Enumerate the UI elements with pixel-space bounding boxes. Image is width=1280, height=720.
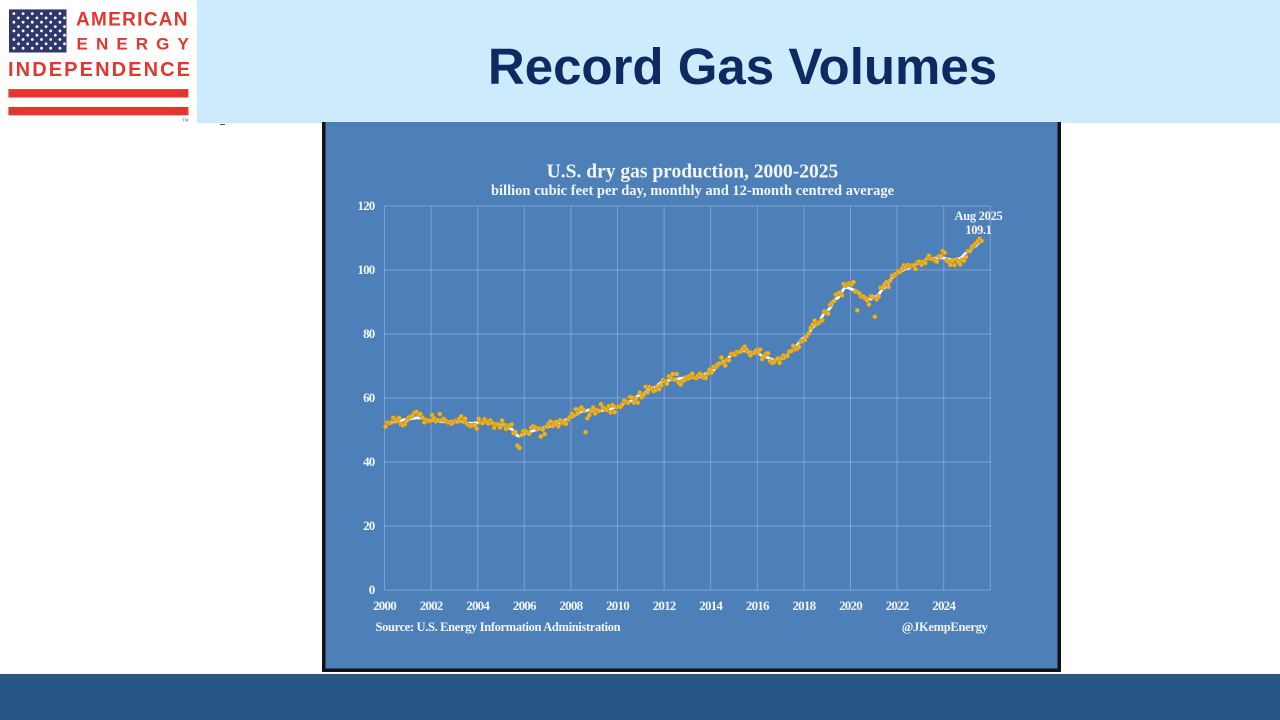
svg-text:2016: 2016 bbox=[745, 598, 769, 613]
svg-text:20: 20 bbox=[363, 518, 375, 533]
svg-text:120: 120 bbox=[357, 198, 374, 213]
svg-text:@JKempEnergy: @JKempEnergy bbox=[901, 620, 988, 634]
svg-text:Aug 2025: Aug 2025 bbox=[954, 209, 1002, 223]
svg-text:2014: 2014 bbox=[699, 598, 723, 613]
svg-text:100: 100 bbox=[357, 262, 374, 277]
svg-text:40: 40 bbox=[363, 454, 375, 469]
svg-text:80: 80 bbox=[363, 326, 375, 341]
svg-text:TM: TM bbox=[182, 118, 189, 123]
svg-text:AMERICAN: AMERICAN bbox=[76, 10, 189, 31]
svg-text:billion cubic feet per day, mo: billion cubic feet per day, monthly and … bbox=[490, 183, 894, 199]
svg-text:2002: 2002 bbox=[419, 598, 442, 613]
svg-text:109.1: 109.1 bbox=[965, 223, 991, 237]
svg-text:2008: 2008 bbox=[559, 598, 583, 613]
svg-text:U.S. dry gas production, 2000-: U.S. dry gas production, 2000-2025 bbox=[546, 162, 838, 183]
svg-text:ENERGY: ENERGY bbox=[77, 35, 197, 54]
svg-text:2006: 2006 bbox=[512, 598, 536, 613]
svg-text:Source: U.S. Energy Informatio: Source: U.S. Energy Information Administ… bbox=[375, 620, 620, 634]
svg-text:60: 60 bbox=[363, 390, 375, 405]
svg-text:2020: 2020 bbox=[839, 598, 862, 613]
svg-text:0: 0 bbox=[368, 582, 374, 597]
svg-text:2018: 2018 bbox=[792, 598, 816, 613]
svg-text:2022: 2022 bbox=[885, 598, 908, 613]
svg-text:2012: 2012 bbox=[652, 598, 675, 613]
svg-text:2000: 2000 bbox=[373, 598, 396, 613]
svg-text:2024: 2024 bbox=[932, 598, 956, 613]
svg-text:2010: 2010 bbox=[606, 598, 629, 613]
svg-text:INDEPENDENCE: INDEPENDENCE bbox=[8, 59, 192, 81]
svg-text:2004: 2004 bbox=[466, 598, 490, 613]
